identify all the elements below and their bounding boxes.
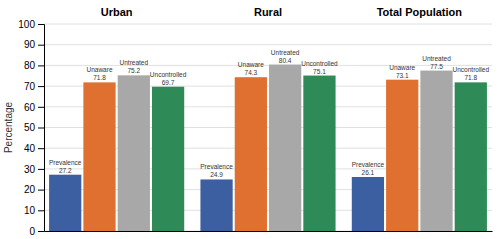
- tick-label: 0: [29, 226, 35, 237]
- tick-mark: [38, 128, 44, 129]
- data-label: 75.2: [127, 67, 140, 74]
- tick: 50: [24, 122, 44, 133]
- bar: [455, 82, 487, 231]
- plot: 0 10 20 30 40 50 60 70 80 90 100 27.2 24.9 26.1 71.8 74…: [18, 6, 492, 237]
- series-label: Untreated: [271, 49, 300, 56]
- tick: 90: [24, 39, 44, 50]
- data-label: 74.3: [245, 69, 258, 76]
- chart: 0 10 20 30 40 50 60 70 80 90 100 27.2 24.9 26.1 71.8 74…: [0, 0, 500, 239]
- tick-mark: [38, 65, 44, 66]
- tick: 40: [24, 143, 44, 154]
- data-label: 69.7: [162, 79, 175, 86]
- data-label: 77.5: [430, 63, 443, 70]
- tick-mark: [38, 86, 44, 87]
- tick: 60: [24, 102, 44, 113]
- data-label: 27.2: [59, 167, 72, 174]
- tick-mark: [38, 169, 44, 170]
- bar: [269, 65, 301, 231]
- data-labels: 27.2 24.9 26.1 71.8 74.3 73.1 75.2 80.4 77.5 69.7…: [49, 49, 489, 179]
- tick-mark: [38, 107, 44, 108]
- tick: 0: [29, 226, 44, 237]
- tick: 20: [24, 184, 44, 195]
- bars: [49, 65, 487, 231]
- series-label: Unaware: [238, 61, 264, 68]
- tick-label: 50: [24, 122, 36, 133]
- tick: 100: [18, 19, 44, 30]
- bar: [303, 76, 335, 231]
- data-label: 71.8: [464, 74, 477, 81]
- tick-label: 80: [24, 60, 36, 71]
- tick-label: 20: [24, 184, 36, 195]
- series-label: Uncontrolled: [453, 66, 490, 73]
- tick-mark: [38, 24, 44, 25]
- x-axis: [45, 231, 493, 232]
- tick-mark: [38, 148, 44, 149]
- tick-label: 40: [24, 143, 36, 154]
- tick-mark: [38, 210, 44, 211]
- tick-label: 70: [24, 81, 36, 92]
- grid: [44, 24, 492, 231]
- bar: [200, 179, 232, 231]
- grid-line: [44, 24, 492, 25]
- bar: [420, 71, 452, 231]
- y-axis-title: Percentage: [3, 101, 14, 153]
- axis-line: [45, 231, 493, 232]
- group-titles: Urban Rural Total Population: [101, 6, 463, 18]
- series-label: Prevalence: [352, 161, 385, 168]
- bar: [386, 80, 418, 231]
- bar: [118, 75, 150, 231]
- data-label: 80.4: [279, 57, 292, 64]
- bar: [83, 82, 115, 231]
- data-label: 71.8: [93, 74, 106, 81]
- series-label: Prevalence: [49, 159, 82, 166]
- series-label: Prevalence: [200, 163, 233, 170]
- data-label: 26.1: [362, 169, 375, 176]
- y-axis: 0 10 20 30 40 50 60 70 80 90 100: [18, 19, 44, 237]
- bar: [152, 87, 184, 231]
- data-label: 24.9: [210, 171, 223, 178]
- tick-label: 100: [18, 19, 35, 30]
- tick-mark: [38, 231, 44, 232]
- series-label: Unaware: [389, 64, 415, 71]
- tick: 10: [24, 205, 44, 216]
- bar: [352, 177, 384, 231]
- group-title: Rural: [254, 6, 282, 18]
- grid-line: [44, 44, 492, 45]
- data-label: 73.1: [396, 72, 409, 79]
- tick: 30: [24, 164, 44, 175]
- tick-label: 90: [24, 39, 36, 50]
- tick-mark: [38, 190, 44, 191]
- data-label: 75.1: [313, 68, 326, 75]
- group-title: Urban: [101, 6, 133, 18]
- series-label: Uncontrolled: [301, 60, 338, 67]
- axis-line: [38, 25, 45, 232]
- bar: [235, 77, 267, 231]
- series-label: Untreated: [120, 59, 149, 66]
- series-label: Untreated: [422, 55, 451, 62]
- series-label: Unaware: [86, 66, 112, 73]
- tick-mark: [38, 45, 44, 46]
- tick-label: 10: [24, 205, 36, 216]
- tick-label: 60: [24, 102, 36, 113]
- series-label: Uncontrolled: [150, 71, 187, 78]
- tick: 80: [24, 60, 44, 71]
- tick: 70: [24, 81, 44, 92]
- bar: [49, 175, 81, 231]
- group-title: Total Population: [377, 6, 463, 18]
- tick-label: 30: [24, 164, 36, 175]
